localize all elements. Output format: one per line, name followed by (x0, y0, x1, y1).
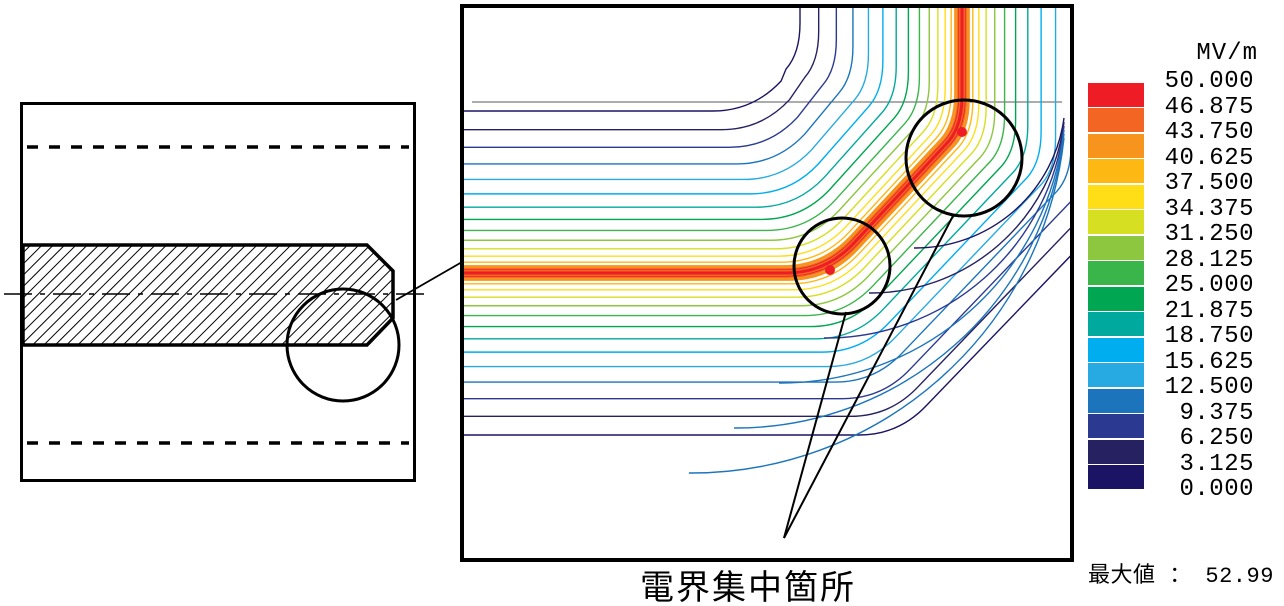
figure-root: MV/m 50.00046.87543.75040.62537.50034.37… (0, 0, 1284, 606)
right-contour-panel (460, 4, 1074, 562)
legend-value: 3.125 (1144, 451, 1254, 478)
hotspot-dot (825, 265, 835, 275)
hotspot-dot (957, 127, 967, 137)
legend-swatch (1088, 210, 1144, 234)
legend-value: 40.625 (1144, 145, 1254, 172)
legend-value: 37.500 (1144, 170, 1254, 197)
legend-value: 50.000 (1144, 68, 1254, 95)
contour-line (464, 8, 853, 164)
legend-swatch (1088, 363, 1144, 387)
contour-line (464, 8, 979, 290)
legend-swatch (1088, 236, 1144, 260)
contour-line (464, 8, 836, 147)
contour-line (464, 8, 868, 179)
legend-value: 25.000 (1144, 272, 1254, 299)
callout-leader-1 (784, 312, 846, 538)
legend-stats: 最大値 ： 52.99 最小値 ： 0.00 (1088, 507, 1278, 606)
legend-swatch (1088, 465, 1144, 489)
legend-row: 50.000 (1088, 69, 1278, 95)
legend-swatch (1088, 185, 1144, 209)
legend-max: 最大値 ： 52.99 (1088, 557, 1278, 589)
conductor-shape (23, 245, 393, 345)
left-schematic-svg (23, 105, 413, 479)
contour-lines-group (464, 8, 1070, 473)
legend-value: 28.125 (1144, 247, 1254, 274)
legend-value: 12.500 (1144, 374, 1254, 401)
legend-value: 9.375 (1144, 400, 1254, 427)
legend-value: 18.750 (1144, 323, 1254, 350)
legend-swatch (1088, 108, 1144, 132)
concentration-caption: 電界集中箇所 (640, 560, 856, 606)
color-legend: MV/m 50.00046.87543.75040.62537.50034.37… (1088, 40, 1278, 606)
legend-swatch (1088, 491, 1144, 515)
legend-value: 6.250 (1144, 425, 1254, 452)
legend-swatch (1088, 159, 1144, 183)
contour-line (464, 8, 960, 271)
legend-swatch (1088, 440, 1144, 464)
legend-swatch (1088, 414, 1144, 438)
contour-line (464, 8, 929, 240)
legend-value: 0.000 (1144, 476, 1254, 503)
legend-swatch (1088, 83, 1144, 107)
contour-line (464, 8, 896, 207)
legend-swatch (1088, 134, 1144, 158)
legend-value: 34.375 (1144, 196, 1254, 223)
legend-swatch (1088, 338, 1144, 362)
legend-swatch (1088, 261, 1144, 285)
contour-line (464, 8, 800, 111)
legend-value: 46.875 (1144, 94, 1254, 121)
left-schematic-panel (20, 102, 416, 482)
contour-line (464, 8, 965, 276)
legend-swatch (1088, 312, 1144, 336)
contour-line (464, 8, 995, 306)
legend-swatch (1088, 287, 1144, 311)
legend-value: 21.875 (1144, 298, 1254, 325)
contour-line (464, 8, 956, 267)
legend-swatch (1088, 389, 1144, 413)
legend-value: 43.750 (1144, 119, 1254, 146)
legend-value: 15.625 (1144, 349, 1254, 376)
legend-value: 31.250 (1144, 221, 1254, 248)
contour-svg (464, 8, 1070, 558)
contour-line (464, 8, 883, 194)
legend-unit-label: MV/m (1088, 40, 1278, 67)
legend-body: 50.00046.87543.75040.62537.50034.37531.2… (1088, 69, 1278, 503)
